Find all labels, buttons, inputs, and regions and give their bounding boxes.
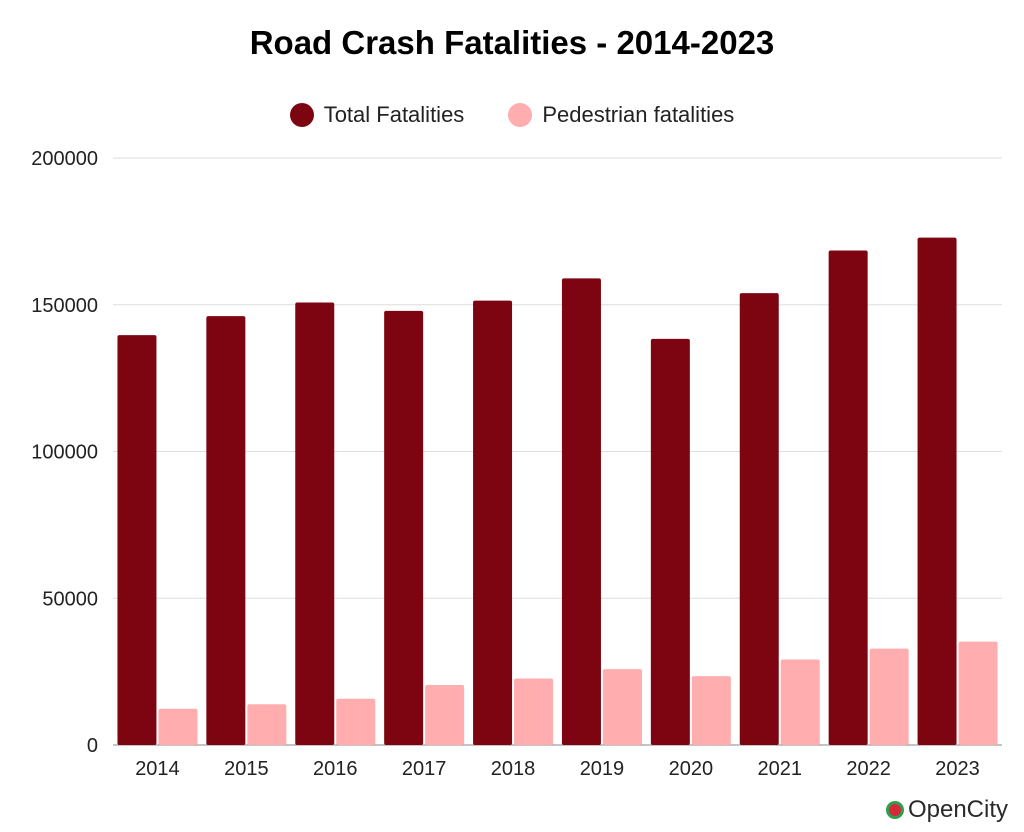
legend: Total Fatalities Pedestrian fatalities bbox=[0, 102, 1024, 128]
legend-item-total: Total Fatalities bbox=[289, 102, 465, 128]
bar-total-fatalities bbox=[561, 278, 601, 745]
bar-total-fatalities bbox=[828, 250, 868, 745]
x-tick-label: 2018 bbox=[491, 758, 536, 780]
y-tick-label: 0 bbox=[87, 735, 98, 757]
bar-total-fatalities bbox=[384, 310, 424, 745]
x-tick-label: 2014 bbox=[135, 758, 180, 780]
bar-pedestrian-fatalities bbox=[869, 648, 909, 745]
y-tick-label: 100000 bbox=[31, 442, 98, 464]
x-tick-label: 2016 bbox=[313, 758, 358, 780]
bar-total-fatalities bbox=[917, 237, 957, 745]
x-tick-label: 2015 bbox=[224, 758, 269, 780]
bar-pedestrian-fatalities bbox=[336, 698, 376, 745]
x-tick-label: 2020 bbox=[669, 758, 714, 780]
legend-label-total: Total Fatalities bbox=[323, 102, 465, 127]
bar-pedestrian-fatalities bbox=[158, 708, 198, 745]
brand: OpenCity bbox=[885, 796, 1008, 824]
bar-total-fatalities bbox=[206, 316, 246, 745]
chart-title: Road Crash Fatalities - 2014-2023 bbox=[249, 24, 775, 61]
bar-pedestrian-fatalities bbox=[780, 659, 820, 745]
legend-item-pedestrian: Pedestrian fatalities bbox=[508, 102, 734, 128]
bar-pedestrian-fatalities bbox=[691, 676, 731, 745]
bar-pedestrian-fatalities bbox=[425, 684, 465, 745]
x-tick-label: 2021 bbox=[758, 758, 803, 780]
x-tick-label: 2017 bbox=[402, 758, 447, 780]
opencity-logo-icon bbox=[885, 801, 904, 819]
legend-swatch-total bbox=[289, 103, 314, 127]
bar-total-fatalities bbox=[650, 338, 690, 745]
x-tick-label: 2022 bbox=[846, 758, 891, 780]
brand-text: OpenCity bbox=[907, 796, 1008, 823]
bar-total-fatalities bbox=[473, 300, 513, 745]
y-tick-label: 200000 bbox=[31, 148, 98, 170]
bar-pedestrian-fatalities bbox=[247, 704, 287, 745]
bar-pedestrian-fatalities bbox=[958, 641, 998, 745]
bar-total-fatalities bbox=[739, 293, 779, 745]
bar-pedestrian-fatalities bbox=[514, 678, 554, 745]
bar-pedestrian-fatalities bbox=[602, 669, 642, 745]
y-tick-label: 50000 bbox=[42, 588, 98, 610]
x-tick-label: 2023 bbox=[935, 758, 980, 780]
y-tick-label: 150000 bbox=[31, 295, 98, 317]
x-tick-label: 2019 bbox=[580, 758, 625, 780]
bar-total-fatalities bbox=[295, 302, 335, 745]
legend-swatch-pedestrian bbox=[508, 103, 533, 127]
bar-total-fatalities bbox=[117, 335, 157, 745]
legend-label-pedestrian: Pedestrian fatalities bbox=[542, 102, 735, 127]
